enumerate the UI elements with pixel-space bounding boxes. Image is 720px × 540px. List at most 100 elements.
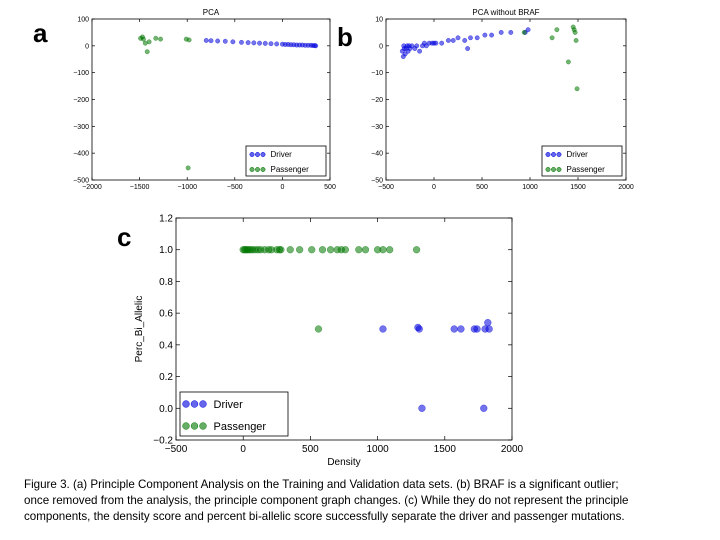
legend-marker-passenger-a — [249, 167, 255, 172]
legend-marker-driver-a — [249, 152, 255, 157]
x-tick-label-c: 1000 — [366, 444, 389, 455]
panel-label-b: b — [337, 22, 353, 52]
legend-marker-driver-b — [545, 152, 551, 157]
data-point-passenger-b — [572, 29, 578, 35]
data-point-passenger-a — [146, 39, 152, 45]
data-point-passenger-c — [314, 325, 323, 333]
data-point-driver-b — [455, 35, 461, 41]
caption-line-1: Figure 3. (a) Principle Component Analys… — [24, 478, 619, 491]
legend-marker-driver-c — [182, 400, 190, 408]
data-point-driver-c — [450, 325, 458, 333]
figure-charts: −2000 −1500 −1000 −500 0 500−500−400−300−200−… — [73, 8, 634, 468]
y-tick-label-a: −100 — [73, 70, 89, 77]
y-axis-label-c: Perc_Bi_Allelic — [134, 296, 145, 363]
data-point-driver-a — [313, 43, 319, 49]
data-point-driver-b — [450, 38, 456, 43]
data-point-passenger-c — [277, 246, 285, 254]
data-point-passenger-a — [153, 35, 159, 41]
legend-marker-driver-b — [556, 152, 562, 157]
y-tick-label-c: 0.8 — [159, 277, 173, 288]
y-tick-label-c: 0.4 — [159, 340, 173, 351]
legend-marker-passenger-a — [260, 167, 266, 172]
data-point-driver-c — [480, 404, 488, 412]
data-point-passenger-a — [186, 37, 192, 43]
data-point-passenger-b — [521, 29, 527, 35]
caption-line-2: once removed from the analysis, the prin… — [24, 494, 629, 508]
data-point-passenger-c — [412, 246, 421, 254]
legend-label-passenger-b: Passenger — [567, 165, 606, 174]
legend-marker-passenger-b — [545, 167, 551, 172]
legend-label-driver-c: Driver — [214, 399, 244, 411]
data-point-driver-c — [473, 325, 481, 333]
data-point-driver-b — [433, 40, 439, 46]
legend-marker-passenger-c — [190, 422, 199, 430]
x-tick-label-b: 1000 — [522, 184, 538, 191]
data-point-driver-a — [203, 38, 209, 43]
data-point-passenger-c — [286, 246, 294, 254]
data-point-passenger-c — [318, 246, 327, 254]
data-point-driver-c — [484, 319, 492, 327]
y-tick-label-c: 0.6 — [159, 309, 173, 320]
y-tick-label-c: 0.0 — [159, 404, 173, 415]
legend-label-passenger-a: Passenger — [271, 165, 310, 174]
data-point-driver-b — [482, 32, 488, 38]
data-point-driver-b — [498, 29, 504, 35]
chart-a: −2000 −1500 −1000 −500 0 500−500−400−300−200−… — [73, 8, 336, 191]
x-tick-label-a: −1500 — [130, 184, 150, 191]
data-point-driver-c — [485, 325, 493, 333]
legend-marker-driver-a — [260, 152, 266, 157]
legend-b: Driver Passenger — [541, 145, 623, 177]
data-point-passenger-c — [355, 246, 363, 254]
x-tick-label-b: −500 — [378, 184, 394, 191]
x-axis-label-c: Density — [327, 457, 360, 468]
data-point-driver-a — [251, 40, 257, 46]
y-tick-label-a: −500 — [73, 177, 89, 184]
data-point-passenger-c — [361, 246, 370, 254]
data-point-passenger-a — [144, 49, 150, 55]
legend-marker-driver-b — [551, 152, 556, 157]
y-tick-label-a: 100 — [77, 16, 89, 23]
data-point-passenger-c — [379, 246, 387, 254]
data-point-passenger-b — [565, 59, 571, 65]
data-point-driver-a — [262, 40, 268, 46]
data-point-driver-c — [418, 404, 426, 412]
legend-c: Driver Passenger — [179, 391, 289, 437]
data-point-passenger-c — [341, 246, 349, 254]
x-tick-label-b: 500 — [476, 184, 488, 191]
x-tick-label-c: 1500 — [434, 444, 457, 455]
legend-box-c — [179, 391, 289, 437]
panel-label-c: c — [117, 222, 132, 252]
y-tick-label-b: −40 — [371, 151, 383, 158]
x-tick-label-a: −2000 — [82, 184, 102, 191]
legend-a: Driver Passenger — [245, 145, 327, 177]
data-point-driver-b — [465, 46, 471, 51]
data-point-passenger-c — [295, 246, 304, 254]
chart-title-b: PCA without BRAF — [472, 8, 539, 17]
data-point-driver-b — [525, 27, 531, 33]
x-tick-label-a: −1000 — [177, 184, 197, 191]
data-point-passenger-a — [140, 36, 146, 42]
legend-label-driver-b: Driver — [567, 150, 589, 159]
x-tick-label-c: 0 — [240, 444, 246, 455]
x-tick-label-c: −500 — [165, 444, 188, 455]
data-point-driver-a — [208, 38, 214, 44]
chart-title-a: PCA — [203, 8, 220, 17]
y-tick-label-b: −30 — [371, 124, 383, 131]
data-point-passenger-b — [554, 27, 560, 33]
legend-label-passenger-c: Passenger — [214, 421, 267, 433]
data-point-driver-b — [489, 32, 495, 38]
y-tick-label-c: −0.2 — [153, 436, 173, 447]
legend-marker-passenger-b — [556, 167, 562, 172]
x-tick-label-c: 2000 — [501, 444, 524, 455]
x-tick-label-b: 0 — [432, 184, 436, 191]
legend-marker-passenger-c — [182, 422, 190, 430]
data-point-passenger-b — [549, 35, 555, 41]
data-point-passenger-c — [326, 246, 335, 254]
data-point-passenger-a — [158, 36, 163, 42]
data-point-driver-a — [239, 39, 244, 45]
legend-marker-passenger-a — [255, 167, 260, 172]
y-tick-label-a: −400 — [73, 151, 89, 158]
data-point-driver-b — [439, 40, 445, 46]
data-point-driver-b — [468, 35, 473, 41]
data-point-driver-c — [379, 325, 387, 333]
